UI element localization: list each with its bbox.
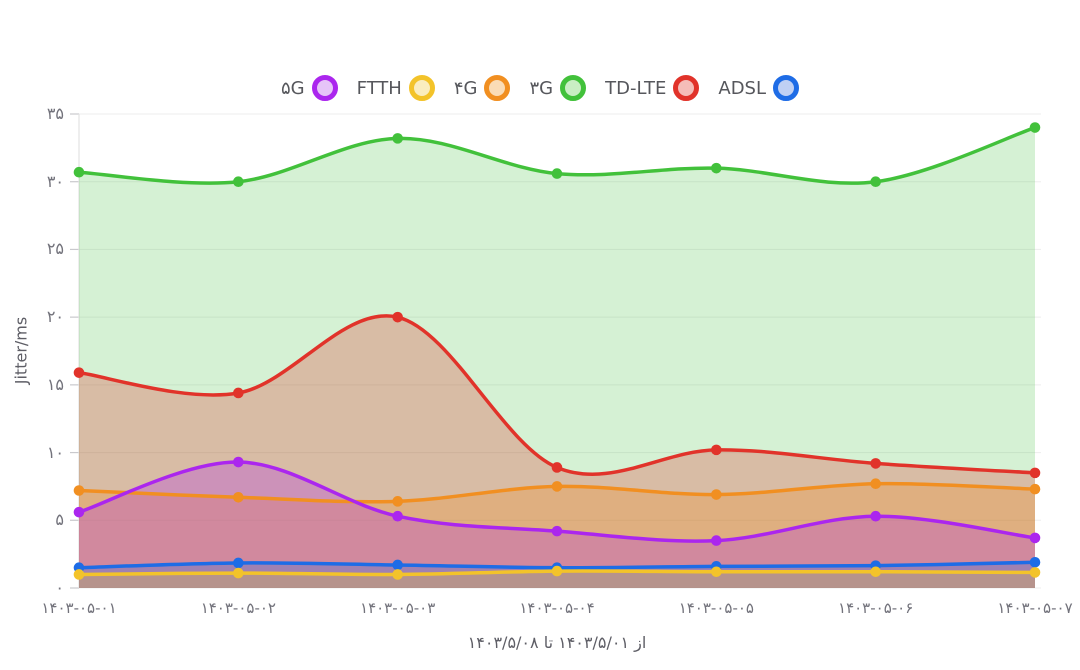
area-5g	[79, 462, 1035, 588]
legend-item-ftth[interactable]: FTTH	[357, 75, 435, 101]
data-point-adsl[interactable]	[392, 559, 403, 571]
legend-item-td-lte[interactable]: TD-LTE	[605, 75, 700, 101]
y-tick-label: ۱۰	[46, 442, 64, 462]
data-point-ftth[interactable]	[73, 569, 85, 580]
y-tick-label: ۵	[55, 510, 64, 530]
data-point-5g[interactable]	[233, 456, 244, 468]
area-td-lte	[79, 315, 1035, 588]
legend-label-ftth: FTTH	[356, 77, 402, 99]
data-point-5g[interactable]	[711, 535, 722, 546]
data-point-4g[interactable]	[870, 478, 881, 490]
data-point-4g[interactable]	[711, 489, 722, 500]
y-axis-title: Jitter/ms	[11, 316, 31, 385]
legend-item-4g[interactable]: ۴G	[454, 75, 511, 101]
data-point-4g[interactable]	[551, 481, 563, 492]
data-point-ftth[interactable]	[392, 569, 403, 580]
legend-marker-icon-ftth	[408, 75, 435, 101]
legend-marker-icon-5g	[311, 75, 338, 101]
x-tick-label: ۱۴۰۳-۰۵-۰۱	[41, 599, 117, 617]
x-tick-label: ۱۴۰۳-۰۵-۰۳	[360, 599, 436, 617]
legend-label-td-lte: TD-LTE	[605, 77, 667, 99]
y-tick-label: ۲۰	[46, 307, 64, 327]
legend-marker-icon-td-lte	[673, 75, 700, 101]
y-tick-label: ۳۰	[46, 171, 64, 191]
data-point-td-lte[interactable]	[551, 462, 563, 473]
data-point-3g[interactable]	[551, 168, 563, 179]
data-point-4g[interactable]	[73, 485, 85, 496]
data-point-5g[interactable]	[392, 510, 403, 522]
data-point-ftth[interactable]	[870, 566, 881, 578]
legend-item-3g[interactable]: ۳G	[529, 75, 587, 101]
data-point-ftth[interactable]	[711, 566, 722, 578]
data-point-td-lte[interactable]	[1029, 467, 1041, 479]
data-point-3g[interactable]	[1029, 122, 1041, 133]
data-point-5g[interactable]	[551, 525, 563, 537]
data-point-4g[interactable]	[233, 491, 244, 503]
legend-marker-icon-4g	[484, 75, 511, 101]
x-tick-label: ۱۴۰۳-۰۵-۰۵	[678, 599, 754, 617]
x-tick-label: ۱۴۰۳-۰۵-۰۲	[200, 599, 276, 617]
data-point-td-lte[interactable]	[392, 311, 403, 323]
legend-item-5g[interactable]: ۵G	[281, 75, 338, 101]
data-point-3g[interactable]	[233, 176, 244, 188]
data-point-4g[interactable]	[392, 496, 403, 507]
x-tick-label: ۱۴۰۳-۰۵-۰۶	[838, 599, 914, 617]
data-point-adsl[interactable]	[233, 557, 244, 569]
legend-label-3g: ۳G	[529, 77, 554, 99]
data-point-ftth[interactable]	[1029, 567, 1041, 578]
data-point-td-lte[interactable]	[870, 458, 881, 469]
area-3g	[79, 127, 1035, 589]
x-tick-label: ۱۴۰۳-۰۵-۰۴	[519, 599, 595, 617]
data-point-3g[interactable]	[73, 166, 85, 178]
chart-legend: ۵G FTTH ۴G ۳G TD-LTE ADSL	[0, 75, 1080, 101]
data-point-adsl[interactable]	[1029, 556, 1041, 568]
legend-marker-icon-adsl	[773, 75, 800, 101]
legend-label-adsl: ADSL	[718, 77, 767, 99]
y-tick-label: ۲۵	[46, 239, 64, 259]
data-point-5g[interactable]	[870, 510, 881, 522]
y-tick-label: ۱۵	[46, 374, 64, 394]
data-point-4g[interactable]	[1029, 483, 1041, 495]
data-point-3g[interactable]	[870, 176, 881, 188]
data-point-5g[interactable]	[1029, 532, 1041, 544]
legend-marker-icon-3g	[560, 75, 587, 101]
data-point-td-lte[interactable]	[73, 367, 85, 378]
data-point-3g[interactable]	[392, 133, 403, 144]
x-axis-title: از ۱۴۰۳/۵/۰۱ تا ۱۴۰۳/۵/۰۸	[467, 633, 647, 652]
x-tick-label: ۱۴۰۳-۰۵-۰۷	[997, 599, 1073, 617]
data-point-5g[interactable]	[73, 506, 85, 518]
legend-item-adsl[interactable]: ADSL	[718, 75, 800, 101]
data-point-td-lte[interactable]	[233, 387, 244, 399]
legend-label-4g: ۴G	[453, 77, 478, 99]
y-tick-label: ۰	[55, 578, 64, 597]
data-point-3g[interactable]	[711, 162, 722, 174]
y-tick-label: ۳۵	[46, 104, 64, 123]
data-point-td-lte[interactable]	[711, 444, 722, 456]
data-point-ftth[interactable]	[233, 567, 244, 579]
data-point-ftth[interactable]	[551, 565, 563, 577]
legend-label-5g: ۵G	[280, 77, 305, 99]
